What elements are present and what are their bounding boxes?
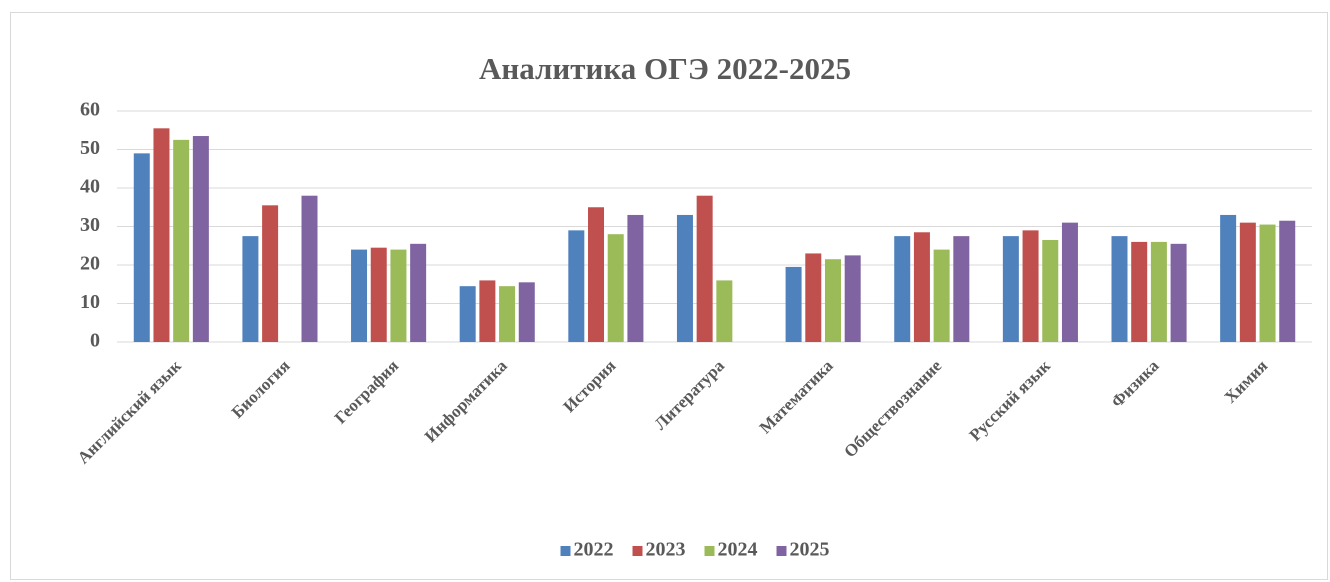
bar — [913, 232, 930, 342]
bar — [1061, 222, 1078, 342]
chart-frame — [10, 12, 1328, 580]
bar — [1239, 222, 1256, 342]
bar — [192, 136, 209, 342]
bar — [933, 249, 950, 342]
bar — [301, 195, 318, 342]
y-tick-label: 30 — [80, 214, 100, 236]
bar — [1002, 236, 1019, 342]
legend-swatch — [704, 546, 715, 556]
bar — [351, 249, 368, 342]
legend-swatch — [632, 546, 643, 556]
bar — [894, 236, 911, 342]
bar — [716, 280, 733, 342]
y-tick-label: 20 — [80, 253, 100, 275]
bar — [805, 253, 822, 342]
bar — [499, 286, 516, 342]
bar — [1042, 239, 1059, 342]
bar — [953, 236, 970, 342]
bar — [607, 234, 624, 342]
legend-swatch — [560, 546, 571, 556]
bar — [370, 247, 387, 342]
legend-label: 2023 — [646, 539, 686, 561]
y-tick-label: 0 — [90, 330, 100, 352]
legend-label: 2024 — [718, 539, 758, 561]
bar — [133, 153, 150, 342]
chart-title: Аналитика ОГЭ 2022-2025 — [479, 51, 851, 86]
bar — [1150, 241, 1167, 342]
bar — [518, 282, 535, 342]
bar — [1259, 224, 1276, 342]
bar — [1131, 241, 1148, 342]
y-tick-label: 40 — [80, 176, 100, 198]
bar — [262, 205, 279, 342]
y-tick-label: 10 — [80, 291, 100, 313]
bar — [1279, 220, 1296, 342]
legend-swatch — [776, 546, 787, 556]
legend-label: 2025 — [790, 539, 830, 561]
bar — [785, 266, 802, 342]
bar — [410, 243, 427, 342]
bar — [676, 214, 693, 342]
bar — [173, 139, 190, 342]
bar — [568, 230, 585, 342]
bar — [1111, 236, 1128, 342]
bar — [1022, 230, 1039, 342]
y-tick-label: 60 — [80, 99, 100, 121]
bar — [627, 214, 644, 342]
bar — [390, 249, 407, 342]
bar — [459, 286, 476, 342]
bar — [824, 259, 841, 342]
bar — [1170, 243, 1187, 342]
bar — [588, 207, 605, 342]
y-tick-label: 50 — [80, 137, 100, 159]
bar — [696, 195, 713, 342]
bar — [844, 255, 861, 342]
bar — [479, 280, 496, 342]
bar — [153, 128, 170, 342]
bar — [242, 236, 259, 342]
legend-label: 2022 — [574, 539, 614, 561]
bar — [1220, 214, 1237, 342]
